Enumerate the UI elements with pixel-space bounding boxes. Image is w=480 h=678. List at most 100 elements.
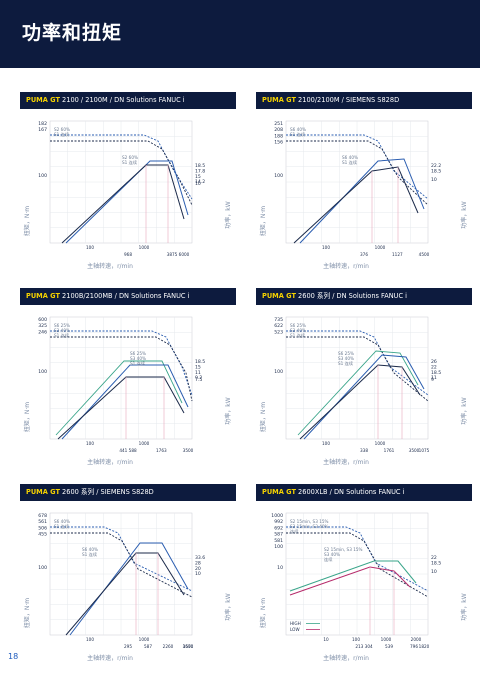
left-tick-label: 182	[38, 121, 47, 127]
right-tick-label: 18.5	[195, 163, 205, 169]
panel-0: PUMA GT 2100 / 2100M / DN Solutions FANU…	[20, 92, 236, 270]
x-tick-label: 100	[86, 637, 94, 642]
legend-label: LOW	[290, 627, 300, 632]
right-tick-label: 11	[195, 370, 201, 376]
left-axis-title: 扭矩，N·m	[259, 598, 267, 628]
left-tick-label: 167	[38, 127, 47, 133]
right-tick-label: 26	[431, 359, 437, 365]
panel-1: PUMA GT 2100/2100M / SIEMENS S828D 251 20…	[256, 92, 472, 270]
power-curve-continuous	[293, 166, 419, 244]
x-tick-label: 3875 6000	[167, 252, 190, 257]
curve-note: S2 60%	[122, 155, 138, 160]
panel-brand: PUMA GT	[26, 292, 60, 300]
right-tick-label: 17.8	[195, 168, 205, 174]
left-tick-label: 188	[274, 133, 283, 139]
curve-note: S1 连续	[342, 159, 357, 166]
x-tick-label: 587	[144, 644, 152, 649]
x-tick-label: 100	[352, 637, 360, 642]
x-tick-label: 2260	[163, 644, 174, 649]
curve-note: S1 连续	[338, 360, 353, 367]
curve-note: S1 连续	[54, 131, 69, 138]
power-curve-continuous	[61, 164, 185, 244]
right-tick-label: 18.5	[431, 560, 441, 566]
panel-chart: 735 622 523 100 26 22 18.5 11 9 100 1000 338 1761 350…	[256, 305, 472, 466]
x-tick-label: 1127	[392, 252, 403, 257]
panel-chart: 182 167 100 18.5 17.8 15 14.2 10 100 1000 968 3875 …	[20, 109, 236, 270]
x-tick-label: 1761	[384, 448, 395, 453]
x-tick-label: 1000	[375, 441, 386, 446]
right-tick-label: 10	[195, 181, 201, 187]
panel-title: PUMA GT 2100 / 2100M / DN Solutions FANU…	[20, 92, 236, 109]
left-axis-title: 扭矩，N·m	[259, 206, 267, 236]
panel-model: 2100B/2100MB / DN Solutions FANUC i	[59, 292, 190, 300]
curve-note: S6 25%	[130, 351, 146, 356]
power-curve-s6	[55, 360, 183, 436]
left-tick-label: 523	[274, 329, 283, 335]
torque-curve-continuous	[286, 336, 429, 402]
right-axis-title: 功率，kW	[224, 593, 232, 620]
panel-title: PUMA GT 2100/2100M / SIEMENS S828D	[256, 92, 472, 109]
curve-note: S1 连续	[290, 332, 305, 339]
curve-note: S2 15min, S3 15%	[324, 547, 363, 552]
power-curve-peak	[303, 354, 425, 440]
x-tick-label: 1000	[139, 245, 150, 250]
left-tick-label: 10	[277, 565, 283, 571]
curve-note: S2 15min, S3 15%	[290, 519, 329, 524]
power-curve-continuous	[57, 376, 185, 440]
panel-model: 2100/2100M / SIEMENS S828D	[295, 96, 400, 104]
torque-curve-peak	[50, 526, 193, 592]
torque-curve-peak	[50, 330, 193, 396]
right-tick-label: 22	[431, 555, 437, 561]
power-curve-continuous	[65, 552, 185, 636]
left-tick-label: 251	[274, 121, 283, 127]
right-tick-label: 15	[195, 364, 201, 370]
right-axis-title: 功率，kW	[224, 397, 232, 424]
right-tick-label: 33.6	[195, 555, 205, 561]
right-tick-label: 18.5	[431, 168, 441, 174]
x-tick-label: 100	[86, 245, 94, 250]
x-tick-label: 1763	[156, 448, 167, 453]
right-tick-label: 22.2	[431, 163, 441, 169]
legend-label: HIGH	[290, 621, 301, 626]
panel-model: 2600XLB / DN Solutions FANUC i	[295, 488, 405, 496]
panel-3: PUMA GT 2600 系列 / DN Solutions FANUC i 7…	[256, 288, 472, 466]
panel-chart: 678 561 506 455 100 33.6 28 20 10 100 1000 295 587 22…	[20, 501, 236, 662]
x-tick-label: 376	[360, 252, 368, 257]
panel-chart: 600 325 246 100 18.5 15 11 9.2 7.5 100 1000 441 588…	[20, 305, 236, 466]
curve-note: S1 连续	[82, 551, 97, 558]
x-axis-title: 主轴转速，r/min	[323, 654, 369, 662]
panel-2: PUMA GT 2100B/2100MB / DN Solutions FANU…	[20, 288, 236, 466]
x-tick-label: 2000	[411, 637, 422, 642]
left-tick-label: 100	[274, 173, 283, 179]
x-tick-label: 3500	[183, 644, 194, 649]
left-tick-label: 678	[38, 513, 47, 519]
left-tick-label: 100	[38, 173, 47, 179]
left-tick-label: 100	[38, 565, 47, 571]
left-tick-label: 100	[274, 544, 283, 550]
x-tick-label: 1000	[381, 637, 392, 642]
left-tick-label: 246	[38, 329, 47, 335]
torque-curve-continuous	[286, 532, 429, 598]
curve-note: 连续	[324, 556, 332, 563]
page-number: 18	[8, 652, 19, 661]
left-tick-label: 1000	[271, 513, 283, 519]
power-curve-continuous	[289, 566, 411, 596]
curve-note: S6 40%	[290, 127, 306, 132]
panel-chart: 251 208 188 156 100 22.2 18.5 10 100 1000 376 1127 4…	[256, 109, 472, 270]
panel-4: PUMA GT 2600 系列 / SIEMENS S828D 678 561 50…	[20, 484, 236, 662]
curve-note: S6 25%	[54, 323, 70, 328]
left-tick-label: 587	[274, 532, 283, 538]
power-curve-continuous	[299, 364, 421, 440]
power-curve-peak	[61, 364, 189, 440]
x-axis-title: 主轴转速，r/min	[323, 262, 369, 270]
left-tick-label: 692	[274, 525, 283, 531]
left-tick-label: 100	[274, 369, 283, 375]
torque-curve-continuous	[50, 336, 193, 402]
left-axis-title: 扭矩，N·m	[259, 402, 267, 432]
x-axis-title: 主轴转速，r/min	[87, 654, 133, 662]
x-tick-label: 796	[410, 644, 418, 649]
curve-note: S3 15min, S3 40%	[290, 524, 329, 529]
